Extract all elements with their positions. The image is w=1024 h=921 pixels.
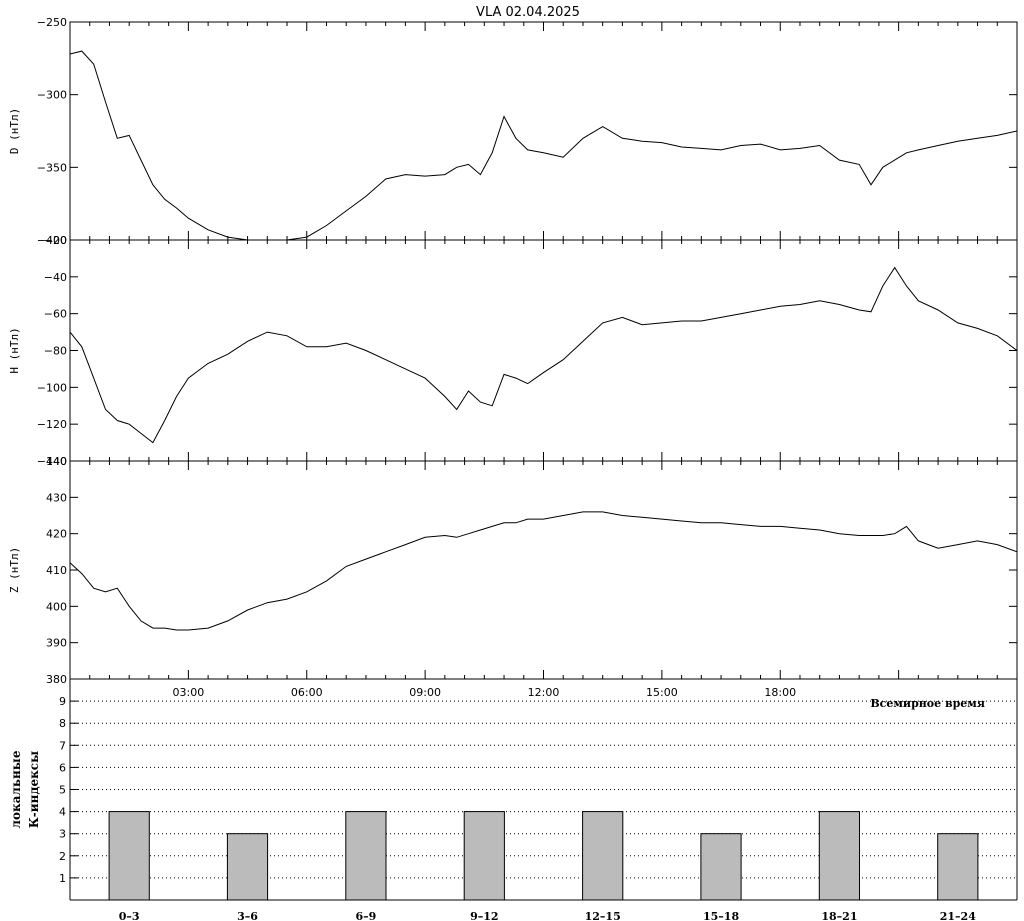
y-tick-label: −60 xyxy=(44,308,67,321)
y-tick-label: −100 xyxy=(37,381,67,394)
k-y-tick-label: 5 xyxy=(59,784,66,797)
k-category-label: 12–15 xyxy=(585,910,621,921)
k-category-label: 6–9 xyxy=(356,910,377,921)
k-y-tick-label: 7 xyxy=(59,739,66,752)
y-tick-label: 380 xyxy=(46,673,67,686)
k-index-bar xyxy=(226,833,269,901)
k-y-tick-label: 9 xyxy=(59,695,66,708)
time-tick-label: 09:00 xyxy=(409,686,441,699)
y-tick-label: −20 xyxy=(44,234,67,247)
y-tick-label: 410 xyxy=(46,564,67,577)
x-axis-label: Всемирное время xyxy=(870,697,985,710)
panel-frame-3 xyxy=(69,460,1018,680)
y-tick-label: −350 xyxy=(37,161,67,174)
k-y-tick-label: 8 xyxy=(59,717,66,730)
k-category-label: 15–18 xyxy=(703,910,739,921)
time-tick-label: 15:00 xyxy=(646,686,678,699)
time-tick-label: 18:00 xyxy=(764,686,796,699)
y-tick-label: 400 xyxy=(46,600,67,613)
y-tick-label: 440 xyxy=(46,455,67,468)
panel-frame-2 xyxy=(69,239,1018,462)
series-line-1 xyxy=(69,50,1018,241)
k-index-bar xyxy=(700,833,742,901)
series-line-2 xyxy=(69,266,1018,444)
k-index-bar xyxy=(108,811,150,901)
k-index-bar xyxy=(818,811,860,901)
y-axis-label: Z (нТл) xyxy=(8,547,21,593)
k-y-tick-label: 2 xyxy=(59,850,66,863)
k-y-tick-label: 1 xyxy=(59,872,66,885)
y-tick-label: −140 xyxy=(37,455,67,468)
k-category-label: 3–6 xyxy=(237,910,258,921)
time-tick-label: 06:00 xyxy=(291,686,323,699)
y-tick-label: −250 xyxy=(37,16,67,29)
k-category-label: 18–21 xyxy=(821,910,857,921)
k-index-bar xyxy=(582,811,624,901)
k-y-tick-label: 3 xyxy=(59,828,66,841)
y-axis-label: D (нТл) xyxy=(8,108,21,154)
k-index-bar xyxy=(937,833,979,901)
y-tick-label: −120 xyxy=(37,418,67,431)
k-index-bar xyxy=(345,811,387,901)
time-tick-label: 12:00 xyxy=(528,686,560,699)
y-tick-label: 430 xyxy=(46,491,67,504)
k-axis-label: К-индексы xyxy=(27,751,41,828)
series-line-3 xyxy=(69,511,1018,631)
k-category-label: 9–12 xyxy=(470,910,498,921)
y-tick-label: −80 xyxy=(44,345,67,358)
time-tick-label: 03:00 xyxy=(173,686,205,699)
y-tick-label: −40 xyxy=(44,271,67,284)
k-y-tick-label: 4 xyxy=(59,806,66,819)
k-y-tick-label: 6 xyxy=(59,761,66,774)
y-tick-label: −400 xyxy=(37,234,67,247)
k-index-bar xyxy=(463,811,505,901)
chart-title: VLA 02.04.2025 xyxy=(476,5,580,20)
panels: −250 −300 −350 −400 D (нТл) −20 −40 −60 −80 −100 −… xyxy=(8,16,1018,921)
k-axis-label: локальные xyxy=(9,750,23,828)
y-axis-label: H (нТл) xyxy=(8,327,21,373)
y-tick-label: −300 xyxy=(37,89,67,102)
k-category-label: 0–3 xyxy=(119,910,140,921)
y-tick-label: 420 xyxy=(46,528,67,541)
panel-frame-1 xyxy=(69,21,1018,241)
y-tick-label: 390 xyxy=(46,637,67,650)
k-category-label: 21–24 xyxy=(940,910,976,921)
